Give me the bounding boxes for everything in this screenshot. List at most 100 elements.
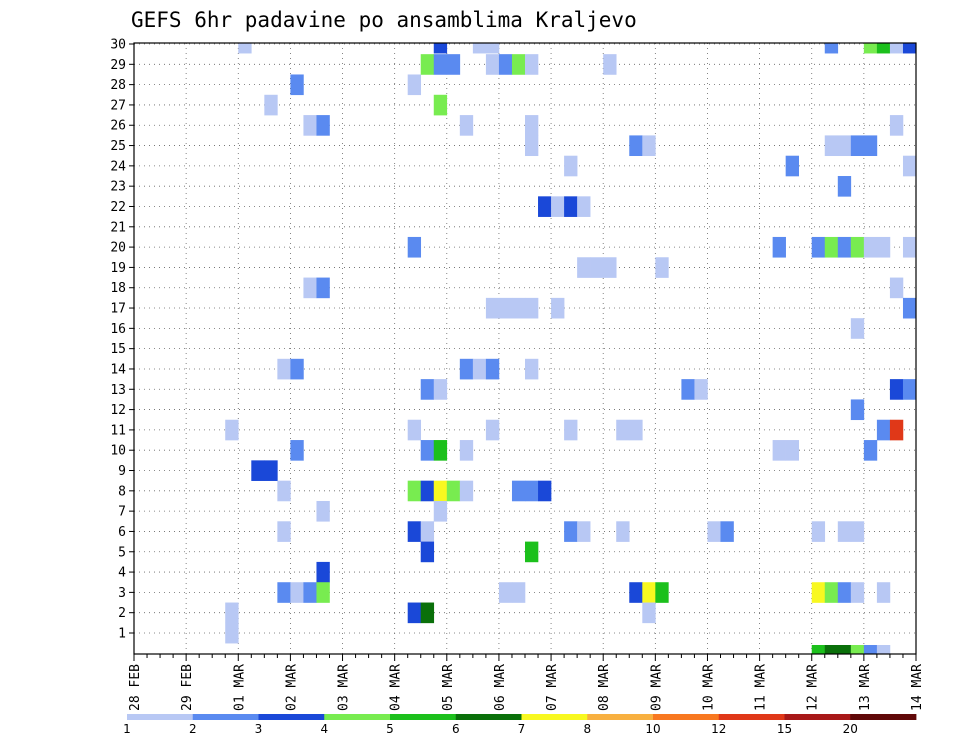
heat-cell xyxy=(525,54,539,75)
colorbar-swatch xyxy=(850,714,917,720)
heat-cell xyxy=(876,582,891,603)
heat-cell xyxy=(564,196,578,217)
x-tick-label: 02 MAR xyxy=(284,664,299,711)
heat-cell xyxy=(889,115,904,136)
heat-cell xyxy=(420,602,435,624)
heat-cell xyxy=(811,521,826,542)
heat-cell xyxy=(316,561,330,583)
y-tick-label: 23 xyxy=(110,180,126,195)
colorbar-label: 6 xyxy=(452,722,460,736)
heat-cell xyxy=(850,135,865,157)
heat-cell xyxy=(642,135,656,157)
heat-cell xyxy=(824,645,839,655)
y-tick-label: 26 xyxy=(110,119,126,134)
heat-cell xyxy=(525,115,539,136)
y-tick-label: 28 xyxy=(110,78,126,93)
y-tick-label: 7 xyxy=(118,505,126,520)
heat-cell xyxy=(538,480,552,502)
x-tick-label: 29 FEB xyxy=(180,664,195,711)
y-tick-label: 16 xyxy=(110,322,126,337)
heat-cell xyxy=(511,54,526,75)
heat-cell xyxy=(616,419,630,441)
x-tick-label: 10 MAR xyxy=(702,664,717,711)
heat-cell xyxy=(303,115,317,136)
heat-cell xyxy=(525,135,539,157)
heat-cell xyxy=(824,582,839,603)
heat-cell xyxy=(498,297,513,319)
heat-cell xyxy=(485,54,500,75)
x-tick-label: 03 MAR xyxy=(337,664,352,711)
heat-cell xyxy=(785,440,799,461)
heat-cell xyxy=(902,43,917,54)
heat-cell xyxy=(316,500,330,522)
heat-cell xyxy=(564,521,578,542)
heat-cell xyxy=(811,582,826,603)
heat-cell xyxy=(629,419,643,441)
heat-cell xyxy=(433,500,448,522)
heat-cell xyxy=(837,176,852,197)
heat-cell xyxy=(316,115,330,136)
heat-cell xyxy=(290,74,304,96)
heat-cell xyxy=(837,645,852,655)
heat-cell xyxy=(863,43,878,54)
x-tick-label: 12 MAR xyxy=(806,664,821,711)
colorbar-swatch xyxy=(653,714,720,720)
heat-cell xyxy=(811,645,826,655)
y-tick-label: 3 xyxy=(118,586,126,601)
y-tick-label: 22 xyxy=(110,200,126,215)
heat-cell xyxy=(902,155,917,177)
heat-cell xyxy=(824,135,839,157)
heat-cell xyxy=(772,236,786,258)
heat-cell xyxy=(525,541,539,563)
heat-cell xyxy=(225,419,239,441)
heat-cell xyxy=(850,582,865,603)
heat-cell xyxy=(277,358,291,380)
heat-cell xyxy=(603,54,617,75)
heat-cell xyxy=(837,236,852,258)
heat-cell xyxy=(863,236,878,258)
heat-cell xyxy=(525,480,539,502)
heat-cell xyxy=(824,43,839,54)
heat-cell xyxy=(511,480,526,502)
heat-cell xyxy=(538,196,552,217)
heat-cell xyxy=(655,582,669,603)
heat-cell xyxy=(889,419,904,441)
y-tick-label: 27 xyxy=(110,98,126,113)
heat-cell xyxy=(850,521,865,542)
heat-cell xyxy=(407,521,422,542)
colorbar-swatch xyxy=(521,714,588,720)
colorbar-label: 10 xyxy=(645,722,660,736)
y-tick-label: 9 xyxy=(118,464,126,479)
heat-cell xyxy=(889,43,904,54)
colorbar: 1 2 3 4 5 6 7 8 10 12 15 20 xyxy=(123,714,917,736)
chart-title: GEFS 6hr padavine po ansamblima Kraljevo xyxy=(131,8,637,32)
heat-cell xyxy=(472,43,487,54)
heat-cell xyxy=(720,521,734,542)
heat-cell xyxy=(694,379,708,400)
heat-cell xyxy=(837,135,852,157)
y-tick-label: 14 xyxy=(110,362,126,377)
heat-cell xyxy=(459,480,474,502)
plot-cells xyxy=(225,43,917,655)
heat-cell xyxy=(603,257,617,278)
colorbar-label: 12 xyxy=(711,722,726,736)
x-tick-label: 08 MAR xyxy=(597,664,612,711)
heat-cell xyxy=(225,602,239,624)
y-tick-label: 19 xyxy=(110,261,126,276)
x-tick-label: 11 MAR xyxy=(754,664,769,711)
heat-cell xyxy=(225,622,239,644)
heat-cell xyxy=(316,582,330,603)
heat-cell xyxy=(264,460,278,481)
heat-cell xyxy=(850,318,865,339)
colorbar-swatch xyxy=(258,714,325,720)
y-tick-label: 25 xyxy=(110,139,126,154)
heat-cell xyxy=(850,645,865,655)
colorbar-swatch xyxy=(127,714,194,720)
y-tick-label: 30 xyxy=(110,38,126,53)
heat-cell xyxy=(863,440,878,461)
colorbar-swatch xyxy=(192,714,259,720)
y-tick-label: 24 xyxy=(110,159,126,174)
heat-cell xyxy=(407,419,422,441)
heat-cell xyxy=(407,602,422,624)
x-tick-label: 06 MAR xyxy=(493,664,508,711)
